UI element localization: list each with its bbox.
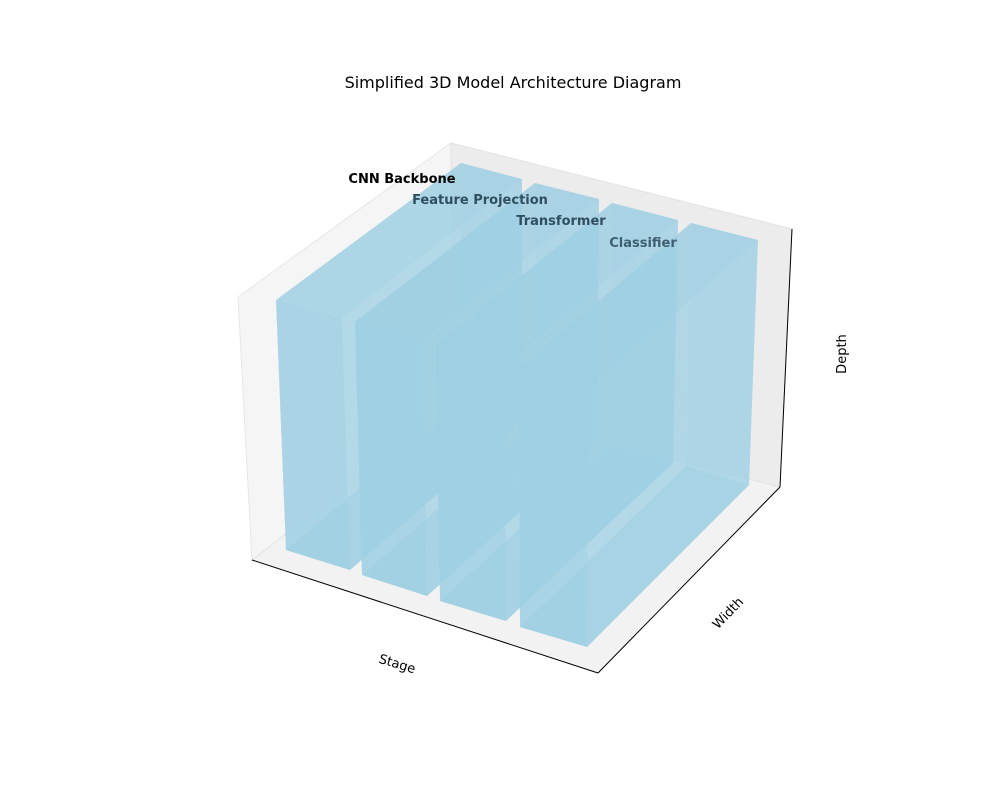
block-front-face — [436, 345, 506, 621]
label-classifier: Classifier — [609, 236, 677, 251]
depth-axis-label: Depth — [835, 334, 850, 374]
width-axis-label: Width — [710, 595, 747, 633]
label-transformer: Transformer — [516, 214, 606, 229]
stage-axis-line — [251, 559, 599, 674]
block-front-face — [519, 369, 589, 647]
label-feature-projection: Feature Projection — [412, 193, 548, 208]
block-top-face — [276, 163, 522, 318]
block-front-face — [355, 322, 427, 596]
stage-axis-label: Stage — [377, 652, 417, 677]
block-front-face — [276, 300, 350, 570]
width-axis-line — [597, 486, 781, 674]
depth-axis-line — [779, 228, 793, 488]
block-top-face — [519, 223, 758, 389]
diagram-title: Simplified 3D Model Architecture Diagram — [345, 73, 682, 92]
block-top-face — [355, 183, 599, 341]
block-right-face — [587, 240, 758, 647]
label-cnn-backbone: CNN Backbone — [348, 172, 455, 187]
block-top-face — [436, 203, 678, 365]
block-classifier — [519, 223, 758, 647]
axis-lines — [251, 228, 793, 674]
